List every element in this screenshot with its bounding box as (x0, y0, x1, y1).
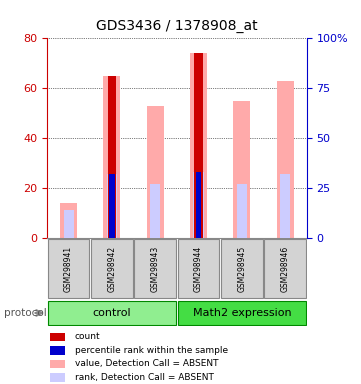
Text: rank, Detection Call = ABSENT: rank, Detection Call = ABSENT (74, 373, 213, 382)
Bar (50, 359, 65, 368)
Bar (280, 174, 290, 238)
Bar (109, 174, 115, 238)
Text: Math2 expression: Math2 expression (192, 308, 291, 318)
Bar (50, 333, 65, 341)
Text: count: count (74, 333, 100, 341)
Text: GSM298941: GSM298941 (64, 245, 73, 291)
Text: GSM298945: GSM298945 (238, 245, 246, 292)
Bar (103, 76, 121, 238)
FancyBboxPatch shape (178, 301, 306, 325)
Bar (190, 53, 207, 238)
Bar (60, 203, 77, 238)
Bar (108, 76, 116, 238)
Bar (50, 373, 65, 382)
FancyBboxPatch shape (48, 239, 90, 298)
Bar (147, 106, 164, 238)
Text: control: control (93, 308, 131, 318)
Text: percentile rank within the sample: percentile rank within the sample (74, 346, 228, 355)
Bar (50, 346, 65, 355)
FancyBboxPatch shape (264, 239, 306, 298)
Text: protocol: protocol (4, 308, 46, 318)
FancyBboxPatch shape (221, 239, 263, 298)
FancyBboxPatch shape (91, 239, 133, 298)
Bar (233, 101, 251, 238)
Text: GSM298943: GSM298943 (151, 245, 160, 292)
Text: GSM298942: GSM298942 (108, 245, 116, 291)
Bar (193, 172, 204, 238)
Title: GDS3436 / 1378908_at: GDS3436 / 1378908_at (96, 19, 258, 33)
FancyBboxPatch shape (178, 239, 219, 298)
Bar (107, 174, 117, 238)
Bar (150, 184, 160, 238)
Bar (64, 210, 74, 238)
Text: GSM298944: GSM298944 (194, 245, 203, 292)
Bar (194, 53, 203, 238)
Bar (237, 184, 247, 238)
Text: value, Detection Call = ABSENT: value, Detection Call = ABSENT (74, 359, 218, 368)
Bar (196, 172, 201, 238)
Text: GSM298946: GSM298946 (281, 245, 290, 292)
Bar (277, 81, 294, 238)
FancyBboxPatch shape (48, 301, 176, 325)
FancyBboxPatch shape (134, 239, 176, 298)
